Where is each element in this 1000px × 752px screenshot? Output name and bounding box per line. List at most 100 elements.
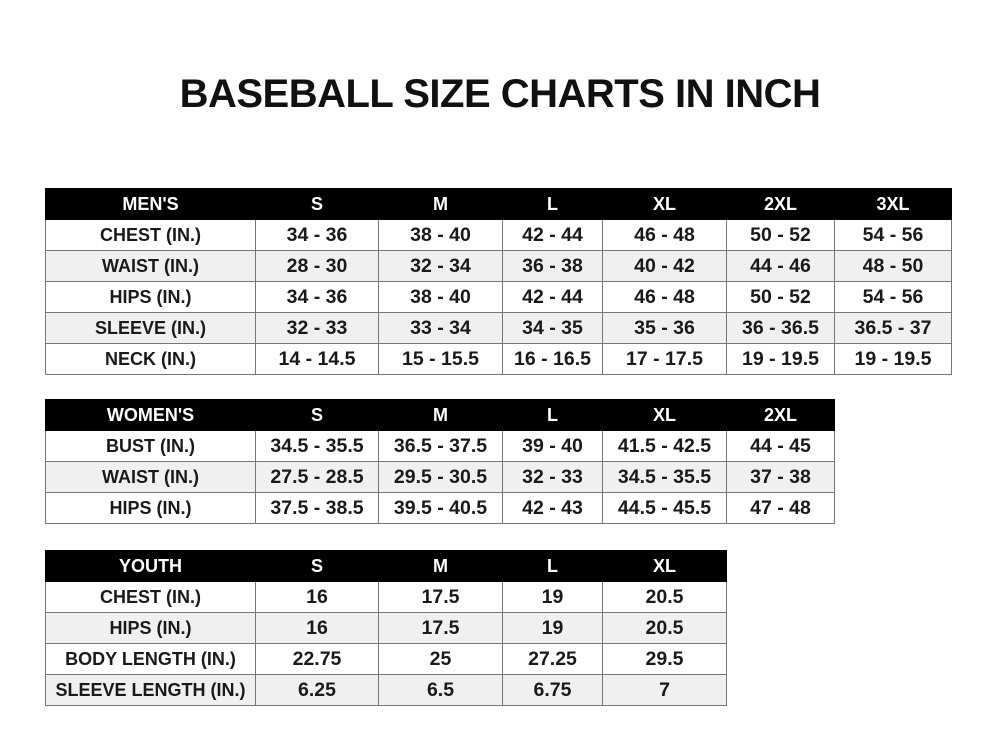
table-cell: 50 - 52	[726, 219, 835, 251]
row-label: SLEEVE LENGTH (IN.)	[45, 674, 256, 706]
table-cell: 16	[255, 581, 379, 613]
womens-size-table: WOMEN'S S M L XL 2XL BUST (IN.) 34.5 - 35.5 36.5…	[45, 399, 835, 524]
table-row: SLEEVE LENGTH (IN.) 6.25 6.5 6.75 7	[45, 674, 727, 706]
table-cell: 40 - 42	[602, 250, 727, 282]
table-cell: 42 - 43	[502, 492, 603, 524]
row-label: WAIST (IN.)	[45, 461, 256, 493]
column-header: M	[378, 550, 503, 582]
table-cell: 19	[502, 581, 603, 613]
table-row: WAIST (IN.) 27.5 - 28.5 29.5 - 30.5 32 - 33…	[45, 461, 835, 493]
row-label: CHEST (IN.)	[45, 219, 256, 251]
column-header: S	[255, 188, 379, 220]
table-cell: 39 - 40	[502, 430, 603, 462]
header-row: MEN'S S M L XL 2XL 3XL	[45, 188, 952, 220]
table-cell: 37 - 38	[726, 461, 835, 493]
column-header: XL	[602, 550, 727, 582]
column-header: 2XL	[726, 188, 835, 220]
table-row: SLEEVE (IN.) 32 - 33 33 - 34 34 - 35 35 - 36…	[45, 312, 952, 344]
table-cell: 16 - 16.5	[502, 343, 603, 375]
row-label: NECK (IN.)	[45, 343, 256, 375]
table-cell: 50 - 52	[726, 281, 835, 313]
table-cell: 17.5	[378, 612, 503, 644]
table-cell: 14 - 14.5	[255, 343, 379, 375]
table-cell: 22.75	[255, 643, 379, 675]
table-cell: 46 - 48	[602, 219, 727, 251]
table-cell: 34 - 36	[255, 281, 379, 313]
table-cell: 32 - 33	[255, 312, 379, 344]
table-cell: 42 - 44	[502, 219, 603, 251]
row-label: HIPS (IN.)	[45, 281, 256, 313]
table-cell: 37.5 - 38.5	[255, 492, 379, 524]
column-header: S	[255, 399, 379, 431]
column-header: L	[502, 399, 603, 431]
table-cell: 34 - 35	[502, 312, 603, 344]
table-cell: 7	[602, 674, 727, 706]
table-cell: 36.5 - 37.5	[378, 430, 503, 462]
row-label: YOUTH	[45, 550, 256, 582]
table-cell: 19 - 19.5	[726, 343, 835, 375]
table-cell: 39.5 - 40.5	[378, 492, 503, 524]
column-header: M	[378, 188, 503, 220]
youth-size-table: YOUTH S M L XL CHEST (IN.) 16 17.5 19 20.5 HIPS (I…	[45, 550, 727, 706]
column-header: 3XL	[834, 188, 952, 220]
column-header: XL	[602, 188, 727, 220]
table-row: NECK (IN.) 14 - 14.5 15 - 15.5 16 - 16.5 17 …	[45, 343, 952, 375]
row-label: BODY LENGTH (IN.)	[45, 643, 256, 675]
table-row: HIPS (IN.) 16 17.5 19 20.5	[45, 612, 727, 644]
table-cell: 34 - 36	[255, 219, 379, 251]
table-cell: 19	[502, 612, 603, 644]
table-cell: 19 - 19.5	[834, 343, 952, 375]
table-cell: 36.5 - 37	[834, 312, 952, 344]
column-header: L	[502, 550, 603, 582]
row-label: CHEST (IN.)	[45, 581, 256, 613]
page-title: BASEBALL SIZE CHARTS IN INCH	[179, 72, 821, 116]
table-cell: 20.5	[602, 581, 727, 613]
table-cell: 34.5 - 35.5	[602, 461, 727, 493]
row-label: WAIST (IN.)	[45, 250, 256, 282]
column-header: M	[378, 399, 503, 431]
table-cell: 25	[378, 643, 503, 675]
table-cell: 44 - 45	[726, 430, 835, 462]
table-cell: 29.5 - 30.5	[378, 461, 503, 493]
table-cell: 48 - 50	[834, 250, 952, 282]
table-cell: 15 - 15.5	[378, 343, 503, 375]
table-cell: 29.5	[602, 643, 727, 675]
table-cell: 54 - 56	[834, 219, 952, 251]
table-cell: 6.25	[255, 674, 379, 706]
row-label: HIPS (IN.)	[45, 612, 256, 644]
table-cell: 32 - 33	[502, 461, 603, 493]
column-header: S	[255, 550, 379, 582]
header-row: WOMEN'S S M L XL 2XL	[45, 399, 835, 431]
table-cell: 44 - 46	[726, 250, 835, 282]
table-cell: 27.25	[502, 643, 603, 675]
table-cell: 6.5	[378, 674, 503, 706]
table-cell: 16	[255, 612, 379, 644]
table-cell: 44.5 - 45.5	[602, 492, 727, 524]
table-cell: 28 - 30	[255, 250, 379, 282]
table-cell: 33 - 34	[378, 312, 503, 344]
column-header: L	[502, 188, 603, 220]
header-row: YOUTH S M L XL	[45, 550, 727, 582]
table-row: BUST (IN.) 34.5 - 35.5 36.5 - 37.5 39 - 40 4…	[45, 430, 835, 462]
table-cell: 41.5 - 42.5	[602, 430, 727, 462]
table-cell: 38 - 40	[378, 281, 503, 313]
table-cell: 47 - 48	[726, 492, 835, 524]
table-cell: 27.5 - 28.5	[255, 461, 379, 493]
mens-size-table: MEN'S S M L XL 2XL 3XL CHEST (IN.) 34 - 36 38 - 4…	[45, 188, 952, 375]
table-cell: 36 - 38	[502, 250, 603, 282]
table-row: WAIST (IN.) 28 - 30 32 - 34 36 - 38 40 - 42 4…	[45, 250, 952, 282]
column-header: XL	[602, 399, 727, 431]
table-cell: 36 - 36.5	[726, 312, 835, 344]
table-cell: 17.5	[378, 581, 503, 613]
table-cell: 32 - 34	[378, 250, 503, 282]
table-row: BODY LENGTH (IN.) 22.75 25 27.25 29.5	[45, 643, 727, 675]
table-cell: 17 - 17.5	[602, 343, 727, 375]
table-cell: 42 - 44	[502, 281, 603, 313]
table-cell: 46 - 48	[602, 281, 727, 313]
row-label: WOMEN'S	[45, 399, 256, 431]
row-label: HIPS (IN.)	[45, 492, 256, 524]
row-label: BUST (IN.)	[45, 430, 256, 462]
table-row: HIPS (IN.) 37.5 - 38.5 39.5 - 40.5 42 - 43 4…	[45, 492, 835, 524]
table-cell: 54 - 56	[834, 281, 952, 313]
table-row: CHEST (IN.) 16 17.5 19 20.5	[45, 581, 727, 613]
